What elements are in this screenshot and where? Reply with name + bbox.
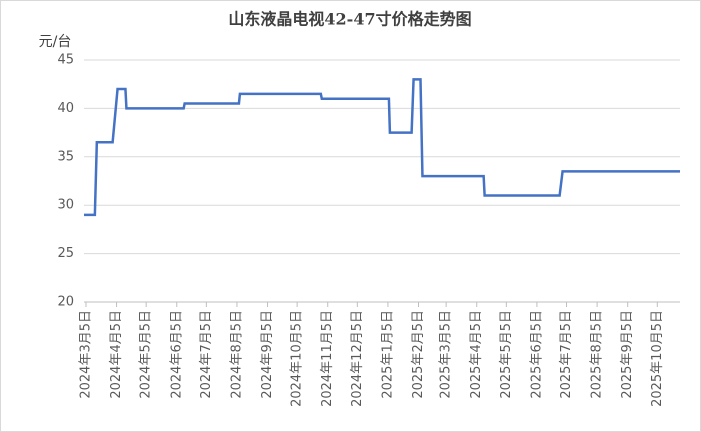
x-tick-label: 2024年8月5日 xyxy=(229,310,244,399)
x-tick-label: 2025年10月5日 xyxy=(650,310,665,407)
x-tick-label: 2025年6月5日 xyxy=(529,310,544,399)
x-tick-label: 2024年4月5日 xyxy=(109,310,124,399)
x-tick-label: 2024年11月5日 xyxy=(320,310,335,407)
y-tick-label: 40 xyxy=(57,101,74,116)
price-line xyxy=(84,78,680,217)
x-tick-label: 2025年7月5日 xyxy=(559,310,574,399)
x-tick-label: 2024年10月5日 xyxy=(290,310,305,407)
x-tick-label: 2025年3月5日 xyxy=(439,310,454,399)
x-tick-label: 2025年9月5日 xyxy=(620,310,635,399)
x-tick-label: 2025年5月5日 xyxy=(499,310,514,399)
x-tick-label: 2024年3月5日 xyxy=(78,310,93,399)
x-tick-label: 2025年8月5日 xyxy=(590,310,605,399)
x-tick-label: 2025年2月5日 xyxy=(411,310,426,399)
chart-title: 山东液晶电视42-47寸价格走势图 xyxy=(228,10,471,29)
x-tick-label: 2024年7月5日 xyxy=(199,310,214,399)
y-tick-label: 30 xyxy=(57,198,74,213)
y-tick-label: 45 xyxy=(57,53,74,68)
y-tick-label: 25 xyxy=(57,246,74,261)
x-tick-label: 2025年4月5日 xyxy=(469,310,484,399)
y-tick-label: 35 xyxy=(57,149,74,164)
x-tick-label: 2024年9月5日 xyxy=(260,310,275,399)
x-tick-label: 2024年12月5日 xyxy=(350,310,365,407)
x-tick-label: 2024年6月5日 xyxy=(169,310,184,399)
x-tick-label: 2025年1月5日 xyxy=(380,310,395,399)
y-axis-label: 元/台 xyxy=(39,34,72,50)
x-tick-label: 2024年5月5日 xyxy=(139,310,154,399)
y-tick-label: 20 xyxy=(57,295,74,310)
